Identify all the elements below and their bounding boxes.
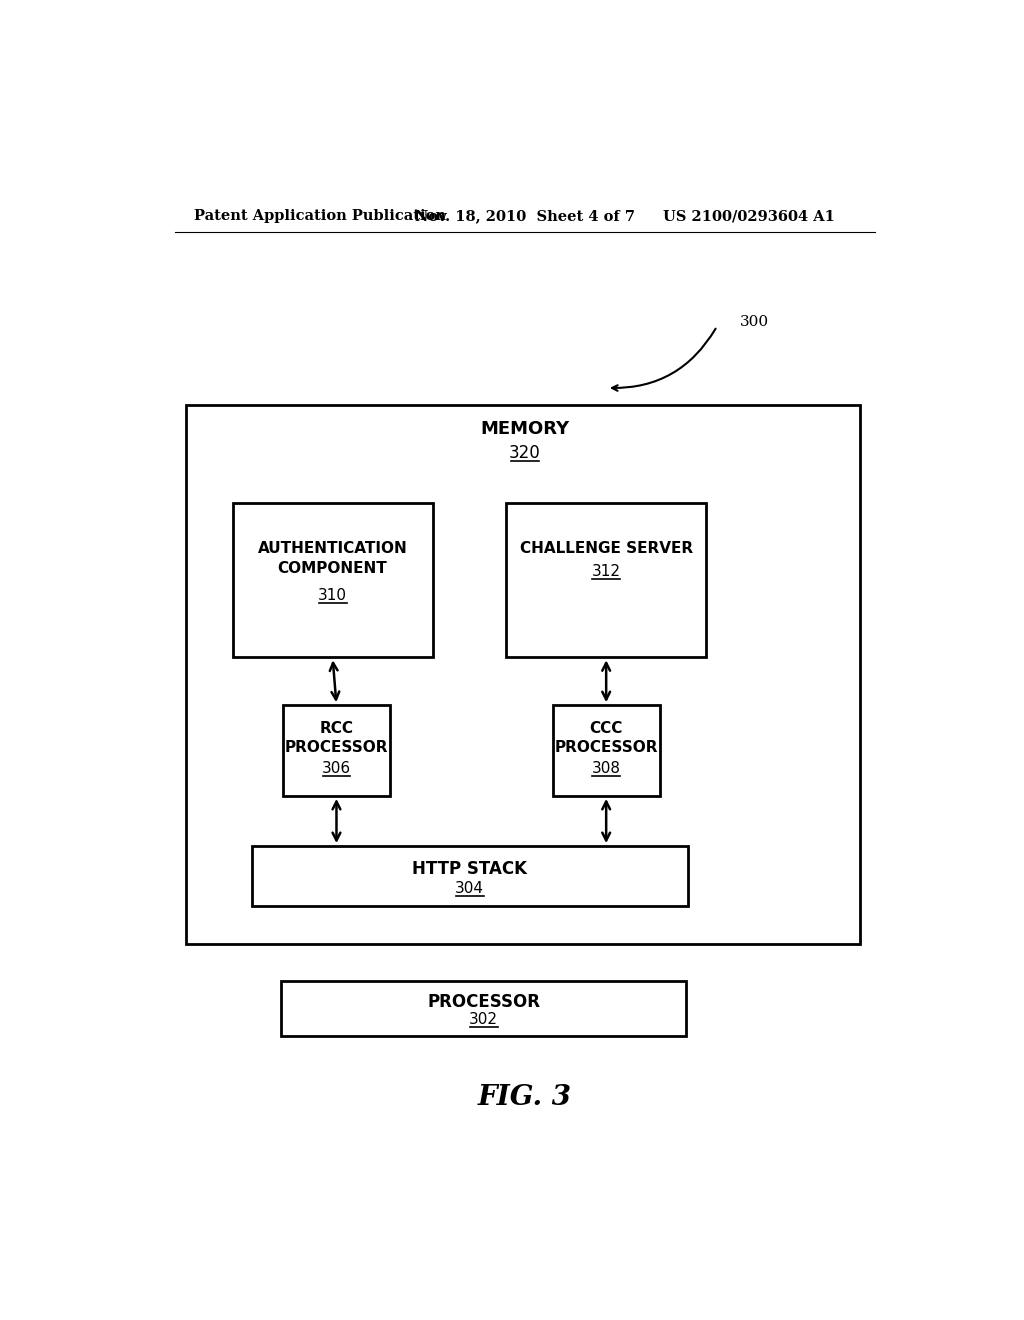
FancyBboxPatch shape bbox=[252, 846, 687, 906]
Text: 310: 310 bbox=[318, 589, 347, 603]
Text: RCC: RCC bbox=[319, 721, 353, 735]
Text: Nov. 18, 2010  Sheet 4 of 7: Nov. 18, 2010 Sheet 4 of 7 bbox=[415, 209, 635, 223]
Text: US 2100/0293604 A1: US 2100/0293604 A1 bbox=[663, 209, 835, 223]
Text: 308: 308 bbox=[592, 760, 621, 776]
FancyBboxPatch shape bbox=[186, 405, 860, 944]
Text: PROCESSOR: PROCESSOR bbox=[427, 993, 541, 1011]
FancyBboxPatch shape bbox=[283, 705, 390, 796]
Text: CCC: CCC bbox=[590, 721, 623, 735]
FancyBboxPatch shape bbox=[553, 705, 659, 796]
Text: Patent Application Publication: Patent Application Publication bbox=[194, 209, 445, 223]
Text: 304: 304 bbox=[456, 880, 484, 896]
FancyBboxPatch shape bbox=[232, 503, 432, 657]
Text: PROCESSOR: PROCESSOR bbox=[554, 741, 658, 755]
Text: HTTP STACK: HTTP STACK bbox=[413, 861, 527, 878]
Text: 302: 302 bbox=[469, 1011, 499, 1027]
FancyBboxPatch shape bbox=[282, 981, 686, 1036]
Text: FIG. 3: FIG. 3 bbox=[478, 1084, 571, 1111]
Text: PROCESSOR: PROCESSOR bbox=[285, 741, 388, 755]
Text: 320: 320 bbox=[509, 444, 541, 462]
Text: COMPONENT: COMPONENT bbox=[278, 561, 387, 577]
Text: 312: 312 bbox=[592, 564, 621, 578]
Text: 306: 306 bbox=[322, 760, 351, 776]
Text: CHALLENGE SERVER: CHALLENGE SERVER bbox=[519, 540, 693, 556]
Text: MEMORY: MEMORY bbox=[480, 421, 569, 438]
Text: 300: 300 bbox=[740, 314, 769, 329]
FancyBboxPatch shape bbox=[506, 503, 707, 657]
Text: AUTHENTICATION: AUTHENTICATION bbox=[258, 540, 408, 556]
